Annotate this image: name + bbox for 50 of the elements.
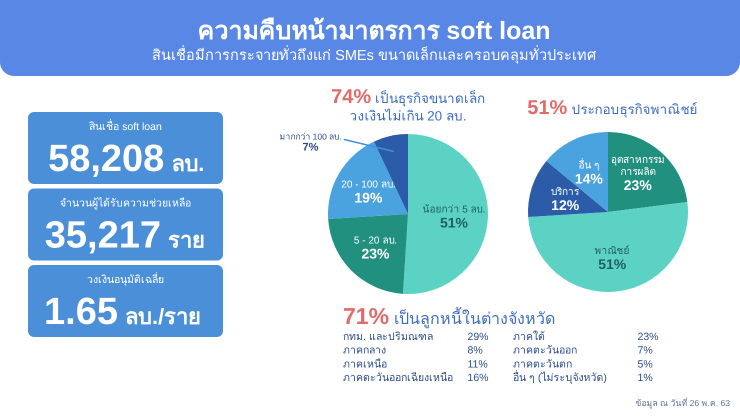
text: 1.65 ลบ./ราย (44, 291, 202, 333)
text: 35,217 ราย (44, 214, 205, 256)
slice-label: บริการ (551, 187, 580, 198)
data-label: 19% (354, 190, 383, 206)
category-label: ภาคเหนือ (343, 357, 387, 370)
slice-label: 5 - 20 ลบ. (354, 236, 398, 247)
category-label: อื่น ๆ (ไม่ระบุจังหวัด) (513, 370, 607, 384)
pie-slice (402, 134, 488, 294)
slice-label: มากกว่า 100 ลบ. (279, 131, 342, 142)
pie-slice (608, 132, 688, 212)
text: ความคืบหน้ามาตรการ soft loan (197, 17, 551, 45)
pie-slice (328, 142, 408, 220)
text: สินเชื่อ soft loan (89, 119, 162, 133)
text: 16% (468, 372, 489, 384)
category-label: ภาคตะวันออกเฉียงเหนือ (343, 371, 453, 384)
slice-label: น้อยกว่า 5 ลบ. (422, 203, 486, 216)
data-label: 7% (302, 141, 319, 154)
text: 8% (468, 344, 483, 357)
pie-slice (528, 202, 688, 292)
chart-title: 74% เป็นธุรกิจขนาดเล็ก วงเงินไม่เกิน 20 ลบ. (331, 86, 486, 124)
data-label: 14% (574, 170, 604, 186)
data-label: 51% (440, 214, 469, 230)
text: 11% (468, 358, 488, 370)
text: 7% (638, 344, 653, 357)
chart-title: 51% ประกอบธุรกิจพาณิชย์ (527, 97, 698, 119)
text: 23% (638, 331, 659, 343)
text: วงเงินอนุมัติเฉลี่ย (87, 272, 164, 286)
pie-slice (328, 214, 408, 294)
data-label: 12% (551, 197, 580, 214)
slice-label: 20 - 100 ลบ. (341, 180, 396, 191)
slice-label: อื่น ๆ (578, 157, 600, 172)
category-label: ภาคใต้ (513, 330, 545, 343)
text: ข้อมูล ณ วันที่ 26 พ.ค. 63 (636, 397, 730, 409)
text: จำนวนผู้ได้รับความช่วยเหลือ (60, 196, 191, 210)
data-label: 23% (624, 177, 652, 194)
text: สินเชื่อมีการกระจายทั่วถึงแก่ SMEs ขนาดเล็กและครอบคลุมทั่วประเทศ (152, 45, 597, 64)
text: 1% (638, 372, 653, 384)
pie-slice (546, 132, 608, 212)
data-label: 23% (361, 246, 390, 262)
data-label: 51% (598, 256, 627, 272)
category-label: ภาคตะวันออก (513, 344, 577, 357)
slice-label: อุตสาหกรรม การผลิต (610, 155, 665, 178)
text: 5% (638, 358, 653, 370)
text: 58,208 ลบ. (48, 138, 204, 180)
slice-label: พาณิชย์ (594, 244, 630, 257)
text: 71% เป็นลูกหนี้ในต่างจังหวัด (343, 303, 555, 329)
category-label: กทม. และปริมณฑล (343, 331, 433, 343)
category-label: ภาคตะวันตก (513, 358, 572, 370)
text: 29% (468, 331, 489, 343)
category-label: ภาคกลาง (343, 344, 386, 357)
